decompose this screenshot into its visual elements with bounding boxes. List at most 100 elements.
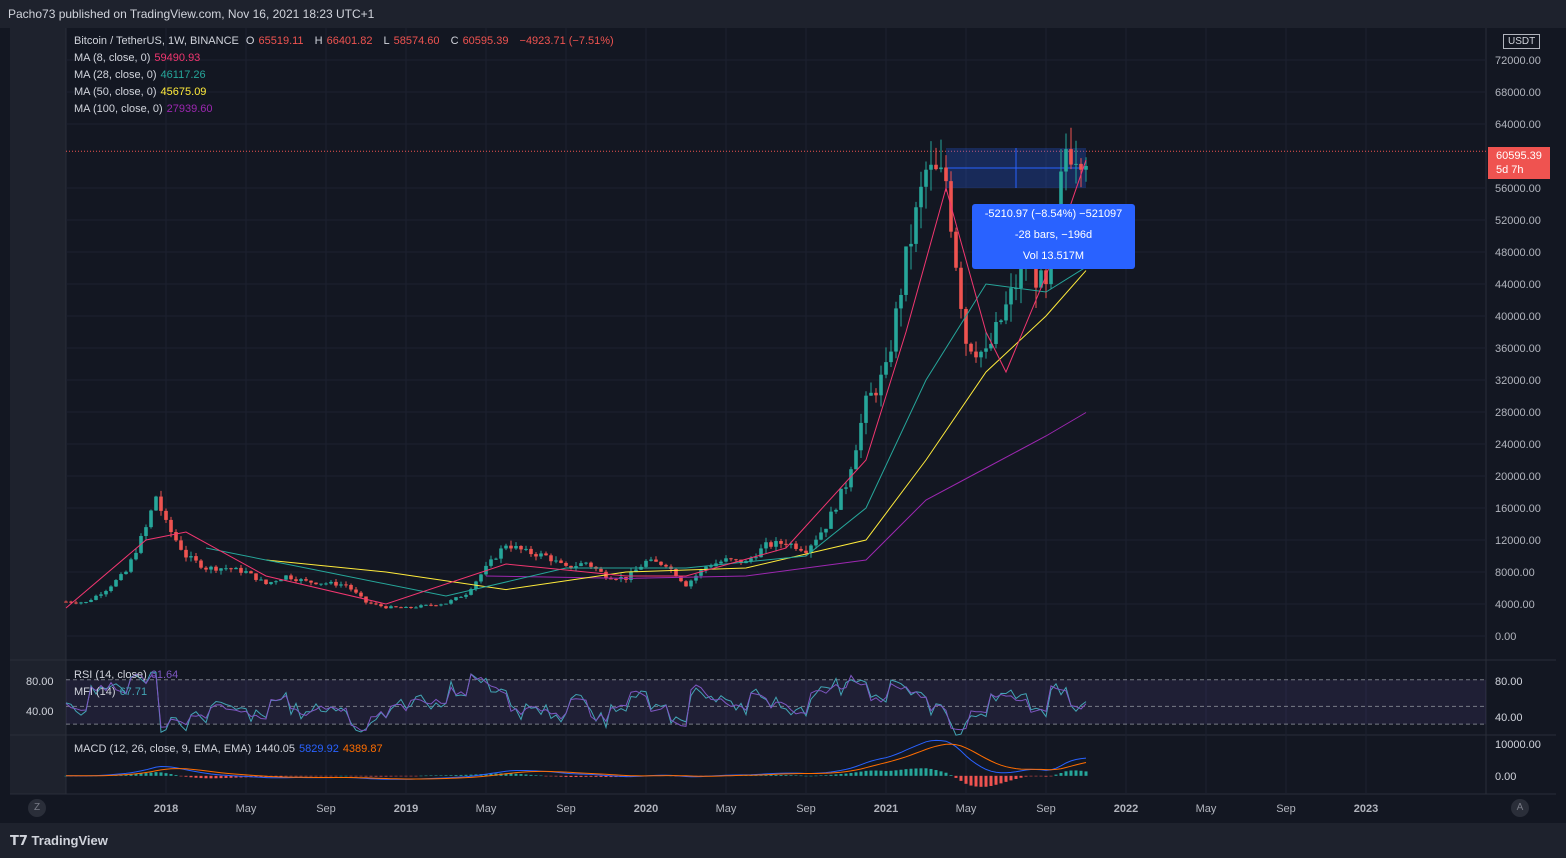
candle bbox=[499, 545, 503, 564]
macd-hist-bar bbox=[539, 775, 543, 777]
macd-hist-bar bbox=[989, 775, 993, 786]
macd-hist-bar bbox=[454, 775, 458, 776]
ma28-line bbox=[205, 266, 1087, 597]
macd-hist-bar bbox=[409, 775, 413, 777]
candle-body bbox=[179, 540, 183, 550]
candle-body bbox=[79, 602, 83, 604]
candle bbox=[429, 603, 433, 607]
candle bbox=[424, 604, 428, 606]
candle-body bbox=[449, 600, 453, 604]
candle-body bbox=[834, 509, 838, 512]
candle-body bbox=[389, 606, 393, 609]
macd-line bbox=[66, 739, 1087, 780]
zoom-button[interactable]: Z bbox=[28, 799, 46, 817]
candle-body bbox=[304, 579, 308, 581]
symbol-name: Bitcoin / TetherUS, 1W, BINANCE bbox=[74, 35, 239, 47]
candle-body bbox=[794, 543, 798, 549]
currency-badge[interactable]: USDT bbox=[1503, 34, 1541, 49]
candle bbox=[874, 388, 878, 403]
candle-body bbox=[824, 528, 828, 533]
candle bbox=[809, 544, 813, 558]
candle-body bbox=[959, 267, 963, 309]
candle bbox=[394, 605, 398, 608]
macd-hist-bar bbox=[469, 774, 473, 776]
macd-hist-bar bbox=[844, 773, 848, 776]
candle bbox=[509, 540, 513, 552]
left-gutter bbox=[10, 28, 66, 794]
candle-body bbox=[564, 562, 568, 566]
candle-body bbox=[269, 582, 273, 585]
macd-hist-bar bbox=[159, 772, 163, 776]
candle-body bbox=[529, 548, 533, 555]
candle-body bbox=[329, 581, 333, 584]
candle bbox=[469, 587, 473, 596]
candle-body bbox=[444, 603, 448, 605]
candle-body bbox=[579, 563, 583, 567]
candle bbox=[229, 567, 233, 573]
candle bbox=[374, 601, 378, 606]
macd-hist-bar bbox=[764, 775, 768, 776]
candle bbox=[239, 565, 243, 576]
y-tick-label: 8000.00 bbox=[1495, 567, 1535, 579]
chart-frame[interactable] bbox=[10, 28, 1556, 822]
candle-body bbox=[679, 576, 683, 582]
macd-hist-bar bbox=[939, 771, 943, 776]
candle-body bbox=[849, 469, 853, 488]
candle bbox=[269, 581, 273, 586]
candle-body bbox=[394, 606, 398, 608]
tradingview-logo[interactable]: 𝗧𝟳 TradingView bbox=[10, 833, 108, 848]
candle-body bbox=[764, 542, 768, 549]
candle-body bbox=[249, 571, 253, 574]
candle-body bbox=[264, 579, 268, 585]
macd-hist-bar bbox=[384, 775, 388, 777]
candle bbox=[924, 161, 928, 209]
candle-body bbox=[464, 594, 468, 597]
macd-hist-bar bbox=[364, 775, 368, 777]
candle-body bbox=[199, 560, 203, 568]
macd-hist-bar bbox=[1049, 775, 1053, 777]
candle-body bbox=[969, 343, 973, 352]
candle-body bbox=[254, 573, 258, 580]
macd-hist-bar bbox=[584, 775, 588, 777]
candle-body bbox=[919, 186, 923, 208]
macd-hist-bar bbox=[579, 775, 583, 777]
macd-hist-bar bbox=[339, 775, 343, 777]
candle bbox=[719, 559, 723, 565]
candle-body bbox=[114, 580, 118, 587]
candle bbox=[1069, 127, 1073, 170]
ma28-legend: MA (28, close, 0) 46117.26 bbox=[74, 69, 206, 81]
candle-body bbox=[989, 343, 993, 349]
candle-body bbox=[804, 550, 808, 554]
candle-body bbox=[939, 167, 943, 170]
candle bbox=[514, 542, 518, 550]
candle-body bbox=[784, 543, 788, 545]
macd-hist-bar bbox=[1019, 775, 1023, 778]
auto-scale-button[interactable]: A bbox=[1511, 799, 1529, 817]
measure-bars: -28 bars, −196d bbox=[1014, 229, 1093, 241]
candle bbox=[174, 529, 178, 542]
macd-hist-bar bbox=[789, 775, 793, 776]
candle-body bbox=[74, 602, 78, 604]
candle bbox=[934, 147, 938, 171]
macd-hist-bar bbox=[934, 770, 938, 776]
candle-body bbox=[889, 351, 893, 363]
candle bbox=[1004, 291, 1008, 325]
signal-line bbox=[66, 743, 1087, 780]
ma100-line bbox=[485, 412, 1087, 579]
candle-body bbox=[879, 374, 883, 396]
macd-hist-bar bbox=[894, 770, 898, 776]
candle-body bbox=[999, 320, 1003, 323]
candle-body bbox=[429, 604, 433, 606]
macd-hist-bar bbox=[509, 773, 513, 776]
candle-body bbox=[654, 559, 658, 562]
macd-hist-bar bbox=[424, 775, 428, 777]
candle-body bbox=[259, 579, 263, 581]
macd-hist-bar bbox=[399, 775, 403, 777]
candle bbox=[1014, 274, 1018, 301]
ohlc-change: −4923.71 (−7.51%) bbox=[519, 35, 614, 47]
macd-hist-bar bbox=[599, 775, 603, 777]
y-tick-label: 24000.00 bbox=[1495, 439, 1541, 451]
candle-body bbox=[929, 164, 933, 170]
candle bbox=[844, 482, 848, 495]
